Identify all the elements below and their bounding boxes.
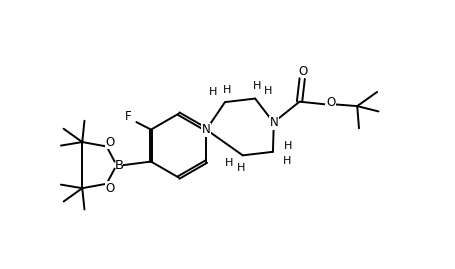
Text: O: O <box>326 96 335 109</box>
Text: O: O <box>298 65 308 78</box>
Text: H: H <box>284 141 293 151</box>
Text: F: F <box>125 110 131 123</box>
Text: B: B <box>115 159 124 172</box>
Text: H: H <box>237 163 245 173</box>
Text: H: H <box>264 86 273 95</box>
Text: H: H <box>225 158 233 168</box>
Text: O: O <box>105 136 114 148</box>
Text: N: N <box>269 116 278 129</box>
Text: H: H <box>253 81 262 91</box>
Text: N: N <box>202 123 211 136</box>
Text: O: O <box>105 182 114 195</box>
Text: H: H <box>222 85 231 95</box>
Text: H: H <box>208 87 217 97</box>
Text: H: H <box>283 156 291 166</box>
